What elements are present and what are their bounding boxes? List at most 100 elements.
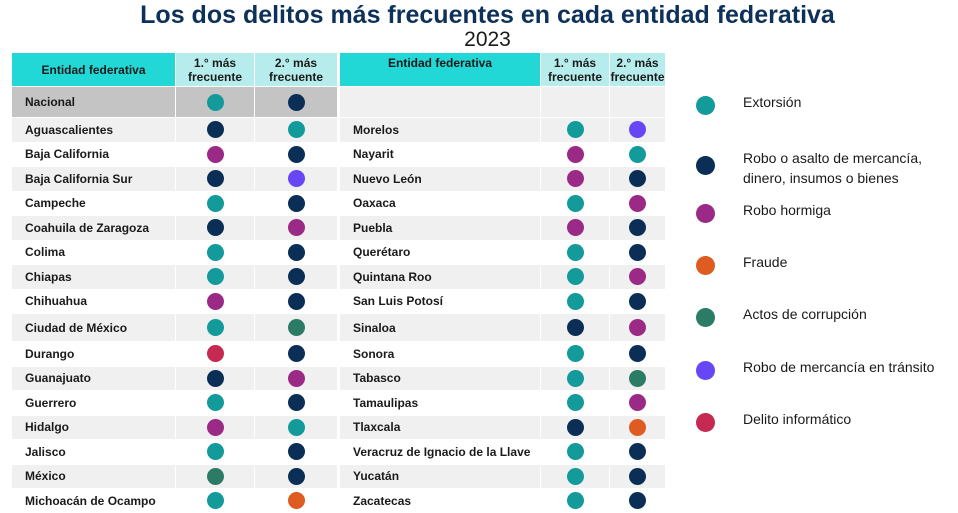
table-row: México: [12, 463, 338, 488]
table-row: Puebla: [340, 215, 666, 240]
table-row: Baja California Sur: [12, 166, 338, 191]
header-second: 2.° más frecuente: [610, 53, 666, 86]
legend-dot-informatico: [696, 413, 715, 432]
cell-first: [176, 117, 255, 142]
crime-dot-robo-asalto: [287, 145, 305, 163]
cell-first: [541, 190, 610, 215]
cell-second: [610, 288, 666, 313]
cell-second: [610, 365, 666, 390]
cell-first: [541, 439, 610, 464]
cell-first: [541, 463, 610, 488]
crime-dot-robo-transito: [629, 121, 646, 139]
cell-second: [255, 117, 338, 142]
cell-first: [176, 414, 255, 439]
table-row: Chihuahua: [12, 288, 338, 313]
national-row: Nacional: [12, 86, 338, 117]
table-left: Entidad federativa 1.° más frecuente 2.°…: [12, 53, 338, 513]
table-row: Yucatán: [340, 463, 666, 488]
cell-second: [255, 365, 338, 390]
crime-dot-robo-hormiga: [629, 319, 646, 336]
table-right: Entidad federativa 1.° más frecuente 2.°…: [340, 53, 666, 513]
crime-dot-extorsion: [566, 292, 584, 310]
entity-name: Chiapas: [12, 264, 176, 289]
crime-dot-robo-hormiga: [629, 194, 646, 212]
table-row: Aguascalientes: [12, 117, 338, 142]
cell-second: [255, 414, 338, 439]
table-row: Tamaulipas: [340, 390, 666, 415]
crime-dot-robo-asalto: [206, 219, 224, 237]
entity-name: Sinaloa: [340, 313, 541, 341]
cell-second: [255, 215, 338, 240]
table-row: Tlaxcala: [340, 414, 666, 439]
cell-first: [541, 390, 610, 415]
crime-dot-robo-asalto: [629, 345, 646, 363]
crime-dot-robo-asalto: [206, 121, 224, 139]
cell-second: [255, 341, 338, 366]
crime-dot-extorsion: [206, 319, 224, 336]
entity-name: Nayarit: [340, 141, 541, 166]
crime-dot-extorsion: [566, 194, 584, 212]
cell-second: [255, 390, 338, 415]
crime-dot-robo-hormiga: [287, 369, 305, 387]
table-row: Campeche: [12, 190, 338, 215]
crime-dot-robo-hormiga: [566, 219, 584, 237]
cell-first: [541, 264, 610, 289]
crime-dot-robo-asalto: [566, 418, 584, 436]
entity-name: Zacatecas: [340, 488, 541, 513]
crime-dot-robo-hormiga: [206, 292, 224, 310]
cell-first: [176, 463, 255, 488]
chart-subtitle: 2023: [464, 28, 511, 51]
crime-dot-extorsion: [206, 243, 224, 261]
crime-dot-robo-asalto: [206, 170, 224, 188]
cell-second: [255, 439, 338, 464]
cell-first: [541, 414, 610, 439]
crime-dot-extorsion: [206, 268, 224, 286]
entity-name: Durango: [12, 341, 176, 366]
cell-second: [255, 463, 338, 488]
header-first: 1.° más frecuente: [176, 53, 255, 86]
crime-dot-extorsion: [287, 121, 305, 139]
entity-name: Morelos: [340, 117, 541, 142]
table-row: Guanajuato: [12, 365, 338, 390]
crime-dot-extorsion: [566, 492, 584, 510]
table-row: Sinaloa: [340, 313, 666, 341]
table-row: Michoacán de Ocampo: [12, 488, 338, 513]
crime-dot-extorsion: [206, 394, 224, 412]
header-first: 1.° más frecuente: [541, 53, 610, 86]
entity-name: Tabasco: [340, 365, 541, 390]
entity-name: Baja California: [12, 141, 176, 166]
legend-dot-fraude: [696, 256, 715, 275]
cell-second: [255, 141, 338, 166]
crime-dot-robo-asalto: [566, 319, 584, 336]
cell-first: [541, 488, 610, 513]
crime-dot-extorsion: [287, 418, 305, 436]
crime-dot-robo-asalto: [287, 268, 305, 286]
entity-name: Aguascalientes: [12, 117, 176, 142]
cell-first: [176, 166, 255, 191]
crime-dot-robo-asalto: [206, 369, 224, 387]
crime-dot-extorsion: [566, 345, 584, 363]
crime-dot-fraude: [287, 492, 305, 510]
table-row: Quintana Roo: [340, 264, 666, 289]
crime-dot-extorsion: [566, 369, 584, 387]
cell-first: [541, 313, 610, 341]
entity-name: Guerrero: [12, 390, 176, 415]
cell-second: [610, 488, 666, 513]
table-row: Ciudad de México: [12, 313, 338, 341]
table-row: Baja California: [12, 141, 338, 166]
table-row: Colima: [12, 239, 338, 264]
crime-dot-extorsion: [566, 467, 584, 485]
cell-first: [176, 365, 255, 390]
cell-second: [610, 190, 666, 215]
entity-name: México: [12, 463, 176, 488]
cell-first: [176, 141, 255, 166]
cell-first: [541, 117, 610, 142]
entity-name: Tlaxcala: [340, 414, 541, 439]
legend-dot-extorsion: [696, 96, 715, 115]
table-row: Zacatecas: [340, 488, 666, 513]
entity-name: Guanajuato: [12, 365, 176, 390]
legend-label: Robo de mercancía en tránsito: [743, 359, 935, 375]
crime-dot-corrupcion: [206, 467, 224, 485]
entity-name: Coahuila de Zaragoza: [12, 215, 176, 240]
header-second: 2.° más frecuente: [255, 53, 338, 86]
